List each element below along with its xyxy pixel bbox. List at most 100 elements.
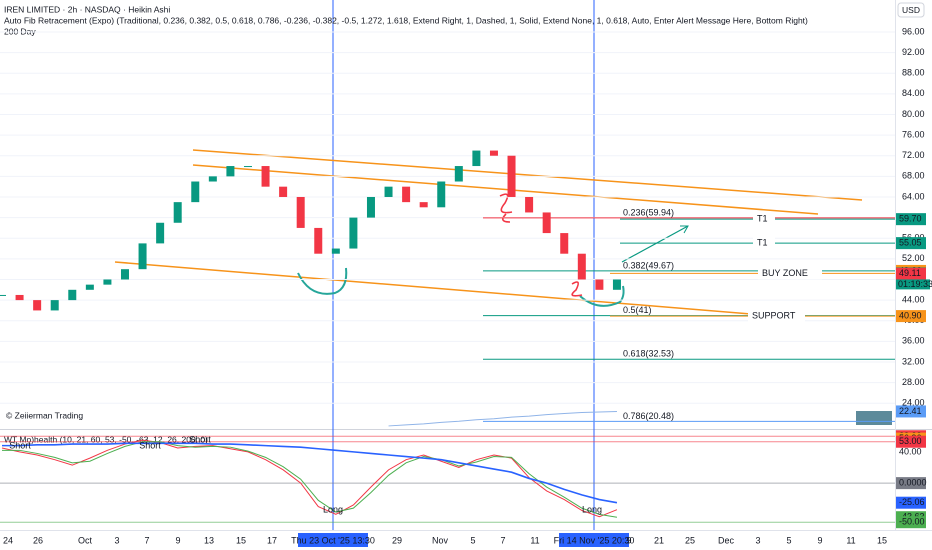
candle	[156, 222, 165, 244]
candle	[15, 294, 24, 301]
candle	[560, 233, 569, 254]
price-tag	[896, 435, 926, 448]
candle	[173, 202, 182, 223]
arrow	[621, 225, 689, 263]
candle	[507, 155, 516, 197]
x-tick-label: 7	[144, 535, 149, 545]
price-tag-label: 22.41	[899, 406, 922, 416]
annotation: T1	[757, 214, 768, 224]
candle	[103, 279, 112, 285]
candle	[50, 300, 59, 311]
indicator-legend: Auto Fib Retracement (Expo) (Traditional…	[4, 15, 808, 25]
fib-label: 0.786(20.48)	[623, 411, 674, 421]
y-tick-label: 44.00	[902, 294, 925, 304]
candle	[0, 294, 6, 296]
hand-drawing	[571, 281, 583, 297]
candle	[261, 166, 270, 187]
candle	[85, 284, 94, 290]
price-tag-label: -50.00	[899, 517, 925, 527]
y-tick-label: 64.00	[902, 191, 925, 201]
x-tick-label: 9	[175, 535, 180, 545]
x-tick-label: 7	[500, 535, 505, 545]
x-tick-label: 24	[3, 535, 13, 545]
hand-drawing	[297, 267, 348, 295]
candle	[138, 243, 147, 270]
fib-label: 0.618(32.53)	[623, 349, 674, 359]
x-tick-label: 9	[626, 535, 631, 545]
x-tick-label: 25	[685, 535, 695, 545]
candle	[612, 279, 621, 290]
x-tick-label: 15	[236, 535, 246, 545]
candle	[595, 279, 604, 290]
countdown-bg	[896, 279, 930, 290]
candle	[349, 217, 358, 249]
hand-drawing	[579, 285, 625, 307]
symbol-title: IREN LIMITED · 2h · NASDAQ · Heikin Ashi	[4, 4, 170, 14]
candle	[68, 289, 77, 301]
x-tick-label: 13	[204, 535, 214, 545]
y-tick-label: 68.00	[902, 171, 925, 181]
y-tick-label: 52.00	[902, 253, 925, 263]
y-tick-label: 28.00	[902, 377, 925, 387]
annotation-bg	[753, 237, 775, 250]
x-tick-label: 11	[846, 535, 855, 545]
price-tag	[896, 213, 926, 226]
price-tag	[896, 405, 926, 418]
x-tick-label: 3	[114, 535, 119, 545]
candle	[366, 196, 375, 218]
candle	[525, 196, 534, 213]
currency-button[interactable]	[897, 2, 925, 18]
signal-label: Long	[323, 504, 343, 514]
candle	[419, 202, 428, 208]
candle	[191, 181, 200, 203]
signal-label: Short	[139, 440, 161, 450]
candle	[208, 176, 217, 182]
y-tick-label: 96.00	[902, 26, 925, 36]
ma-line	[388, 410, 617, 427]
candle	[437, 181, 446, 208]
trend-line	[192, 149, 863, 201]
signal-label: Short	[9, 440, 31, 450]
annotation-bg	[748, 310, 805, 323]
countdown: 01:19:33	[898, 279, 932, 289]
candle	[472, 150, 481, 167]
candle	[489, 150, 498, 156]
candle	[384, 186, 393, 197]
annotation: T1	[757, 238, 768, 248]
fib-label: 0.382(49.67)	[623, 260, 674, 270]
price-tag-label: 53.00	[899, 436, 922, 446]
x-tick-label: Fri 14 Nov '25 20:30	[554, 535, 635, 545]
x-tick-label: Thu 23 Oct '25 13:30	[291, 535, 375, 545]
x-tick-label: 17	[267, 535, 277, 545]
x-tick-label: 9	[817, 535, 822, 545]
x-tick-label: 26	[33, 535, 43, 545]
oscillator-line	[2, 441, 618, 518]
crosshair-time-bg	[298, 533, 368, 547]
price-tag-label: 40.00	[899, 446, 922, 456]
hand-drawing	[499, 193, 513, 223]
y-tick-label: 36.00	[902, 336, 925, 346]
trend-line	[114, 261, 801, 319]
candle	[226, 166, 235, 177]
x-tick-label: Oct	[78, 535, 93, 545]
candle	[542, 212, 551, 234]
oscillator-title: WT Mo)health (10, 21, 60, 53, -50, -63, …	[4, 434, 208, 444]
candle	[33, 300, 42, 311]
candle	[279, 186, 288, 197]
price-tag	[896, 477, 926, 490]
currency[interactable]: USD	[902, 5, 920, 15]
x-tick-label: Dec	[718, 535, 735, 545]
price-tag	[896, 237, 926, 250]
y-tick-label: 92.00	[902, 47, 925, 57]
stat-box	[856, 411, 892, 425]
candle	[454, 166, 463, 182]
x-tick-label: 21	[654, 535, 664, 545]
annotation: BUY ZONE	[762, 268, 808, 278]
candle	[243, 166, 252, 168]
price-tag-label: 59.70	[899, 214, 922, 224]
y-tick-label: 88.00	[902, 68, 925, 78]
x-tick-label: Nov	[432, 535, 449, 545]
annotation-bg	[753, 213, 775, 226]
price-tag	[896, 310, 926, 323]
